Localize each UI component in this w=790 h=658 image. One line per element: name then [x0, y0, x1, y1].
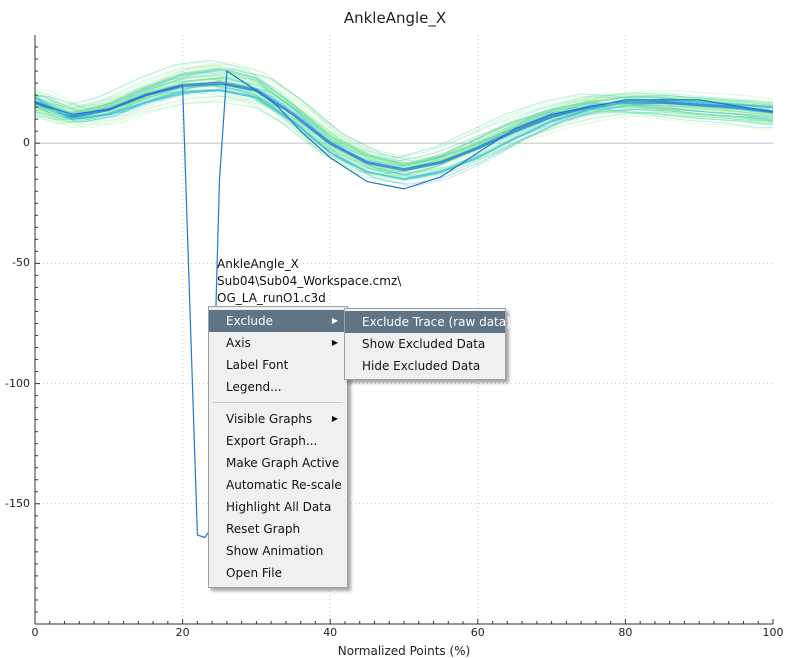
trace-line — [35, 89, 774, 174]
menu-item-reset-graph[interactable]: Reset Graph — [209, 518, 347, 540]
submenu-item-hide-excluded[interactable]: Hide Excluded Data — [345, 355, 505, 377]
trace-line — [34, 86, 774, 162]
x-tick-label: 60 — [470, 626, 485, 639]
menu-item-exclude[interactable]: Exclude ▶ — [209, 310, 347, 332]
trace-line — [35, 71, 774, 171]
menu-item-label: Hide Excluded Data — [362, 359, 481, 373]
menu-item-label: Reset Graph — [226, 522, 301, 536]
chart-title: AnkleAngle_X — [343, 9, 447, 27]
y-tick-label: -50 — [12, 256, 30, 270]
context-menu: Exclude ▶ Axis ▶ Label Font Legend... Visi… — [208, 306, 348, 588]
trace-line — [35, 63, 774, 165]
trace-line — [34, 80, 774, 175]
menu-item-label: Visible Graphs — [226, 412, 313, 426]
axes — [34, 35, 774, 625]
x-tick-label: 40 — [323, 626, 338, 639]
menu-item-legend[interactable]: Legend... — [209, 376, 347, 398]
menu-item-label: Exclude — [226, 314, 274, 328]
tooltip-line: Sub04\Sub04_Workspace.cmz\ — [217, 274, 402, 288]
x-tick-label: 20 — [175, 626, 190, 639]
menu-item-open-file[interactable]: Open File — [209, 562, 347, 584]
trace-line — [35, 69, 774, 163]
trace-tooltip: AnkleAngle_X Sub04\Sub04_Workspace.cmz\ … — [217, 256, 401, 307]
menu-item-label: Label Font — [226, 358, 289, 372]
trace-line — [35, 95, 774, 174]
menu-item-label: Automatic Re-scale — [226, 478, 342, 492]
trace-line — [34, 73, 774, 168]
x-axis-label: Normalized Points (%) — [337, 644, 471, 658]
y-tick-label: -100 — [5, 376, 30, 390]
trace-line — [35, 87, 774, 177]
trace-bundle — [34, 59, 774, 187]
y-tick-label: 0 — [23, 136, 30, 150]
submenu-item-exclude-trace[interactable]: Exclude Trace (raw data) — [345, 311, 511, 333]
trace-line — [35, 83, 774, 179]
y-tick-label: -150 — [5, 496, 30, 510]
grid-lines — [35, 35, 773, 624]
series-lines[interactable] — [34, 67, 774, 539]
menu-item-export-graph[interactable]: Export Graph... — [209, 430, 347, 452]
trace-line — [34, 80, 773, 177]
trace-line — [34, 78, 773, 162]
submenu-arrow-icon: ▶ — [331, 414, 338, 423]
trace-line — [34, 74, 774, 177]
menu-item-automatic-rescale[interactable]: Automatic Re-scale — [209, 474, 347, 496]
trace-line — [34, 69, 774, 176]
menu-item-make-graph-active[interactable]: Make Graph Active — [209, 452, 347, 474]
submenu-arrow-icon: ▶ — [331, 316, 338, 325]
menu-item-label: Show Excluded Data — [362, 337, 486, 351]
menu-item-highlight-all-data[interactable]: Highlight All Data — [209, 496, 347, 518]
menu-item-label: Open File — [226, 566, 282, 580]
trace-line — [34, 101, 774, 179]
menu-separator — [213, 402, 343, 403]
exclude-submenu: Exclude Trace (raw data) Show Excluded D… — [344, 308, 511, 380]
menu-item-label: Exclude Trace (raw data) — [362, 315, 511, 329]
menu-item-label: Make Graph Active — [226, 456, 340, 470]
tooltip-line: OG_LA_runO1.c3d — [217, 291, 326, 305]
x-tick-label: 80 — [618, 626, 633, 639]
x-tick-label: 0 — [31, 626, 39, 639]
series-line[interactable] — [34, 70, 774, 539]
series-line[interactable] — [34, 89, 774, 181]
menu-item-label: Highlight All Data — [226, 500, 332, 514]
trace-line — [34, 78, 773, 175]
menu-item-label: Show Animation — [226, 544, 324, 558]
trace-line — [34, 81, 774, 165]
submenu-arrow-icon: ▶ — [331, 338, 338, 347]
submenu-item-show-excluded[interactable]: Show Excluded Data — [345, 333, 505, 355]
menu-item-visible-graphs[interactable]: Visible Graphs ▶ — [209, 408, 347, 430]
trace-line — [35, 83, 774, 177]
menu-item-show-animation[interactable]: Show Animation — [209, 540, 347, 562]
x-tick-label: 100 — [762, 626, 784, 639]
menu-item-label: Export Graph... — [226, 434, 318, 448]
tooltip-line: AnkleAngle_X — [217, 257, 299, 271]
trace-line — [34, 89, 774, 185]
menu-item-axis[interactable]: Axis ▶ — [209, 332, 347, 354]
menu-item-label: Axis — [226, 336, 251, 350]
menu-item-label: Legend... — [226, 380, 282, 394]
series-line[interactable] — [34, 67, 774, 166]
menu-item-label-font[interactable]: Label Font — [209, 354, 347, 376]
